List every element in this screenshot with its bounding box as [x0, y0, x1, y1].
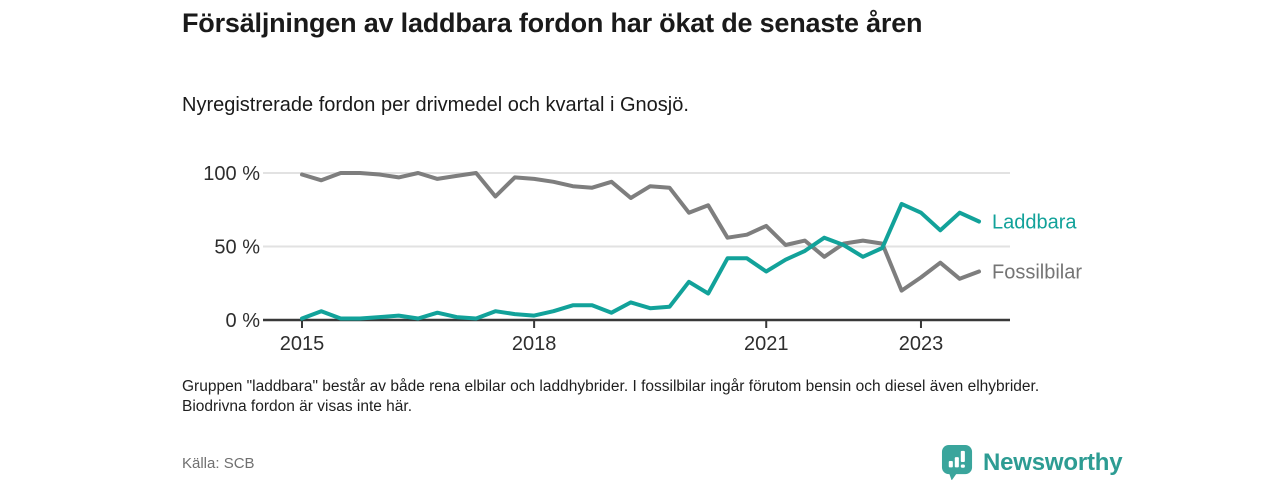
- y-axis-tick-label: 50 %: [214, 237, 260, 259]
- x-axis-tick-label: 2023: [899, 333, 944, 355]
- newsworthy-logo-text: Newsworthy: [983, 448, 1123, 476]
- series-label-laddbara: Laddbara: [992, 212, 1077, 234]
- y-axis-tick-label: 0 %: [226, 310, 261, 332]
- x-axis-tick-label: 2018: [512, 333, 556, 355]
- series-line-laddbara: [300, 201, 981, 321]
- footnote: Gruppen "laddbara" består av både rena e…: [182, 378, 1040, 416]
- series-label-fossilbilar: Fossilbilar: [992, 261, 1082, 283]
- x-axis-tick-label: 2015: [280, 333, 325, 355]
- bar-chart-speech-bubble-icon: [941, 444, 974, 480]
- source-label: Källa: SCB: [182, 455, 255, 472]
- page-title: Försäljningen av laddbara fordon har öka…: [182, 8, 923, 38]
- series-line-fossilbilar: [300, 171, 981, 293]
- x-axis-tick-label: 2021: [744, 333, 789, 355]
- newsworthy-logo: Newsworthy: [941, 444, 1123, 480]
- y-axis-tick-label: 100 %: [203, 163, 260, 185]
- page-subtitle: Nyregistrerade fordon per drivmedel och …: [182, 94, 689, 116]
- trend-line-chart: 100 % 50 % 0 % 2015 2018 2021 2023 Fossilbilar L…: [203, 163, 1082, 355]
